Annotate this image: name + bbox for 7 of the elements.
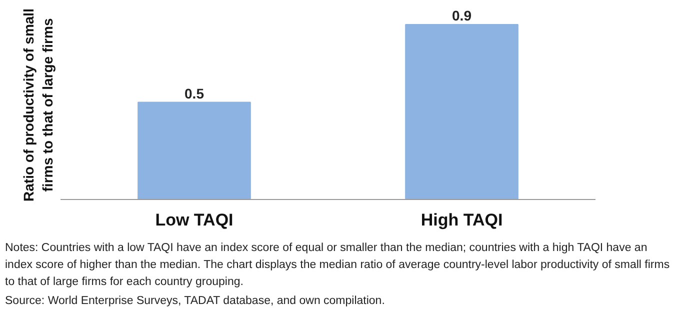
data-label: 0.5 bbox=[184, 85, 204, 102]
text: Notes: Countries with a low TAQI have an index score of equal or smaller than the median; countries with a high TAQI have an index score of higher than the median. The chart displays the median ratio of average country-level labor productivity of small firms to that of large firms for each country grouping. bbox=[5, 241, 671, 290]
data-label: 0.9 bbox=[452, 8, 472, 24]
x-tick-label: Low TAQI bbox=[155, 210, 234, 230]
source-note: Source: World Enterprise Surveys, TADAT database, and own compilation. bbox=[5, 294, 386, 309]
y-axis-title: Ratio of productivity of small firms to that of large firms bbox=[20, 8, 56, 202]
x-tick-label: High TAQI bbox=[420, 210, 503, 230]
